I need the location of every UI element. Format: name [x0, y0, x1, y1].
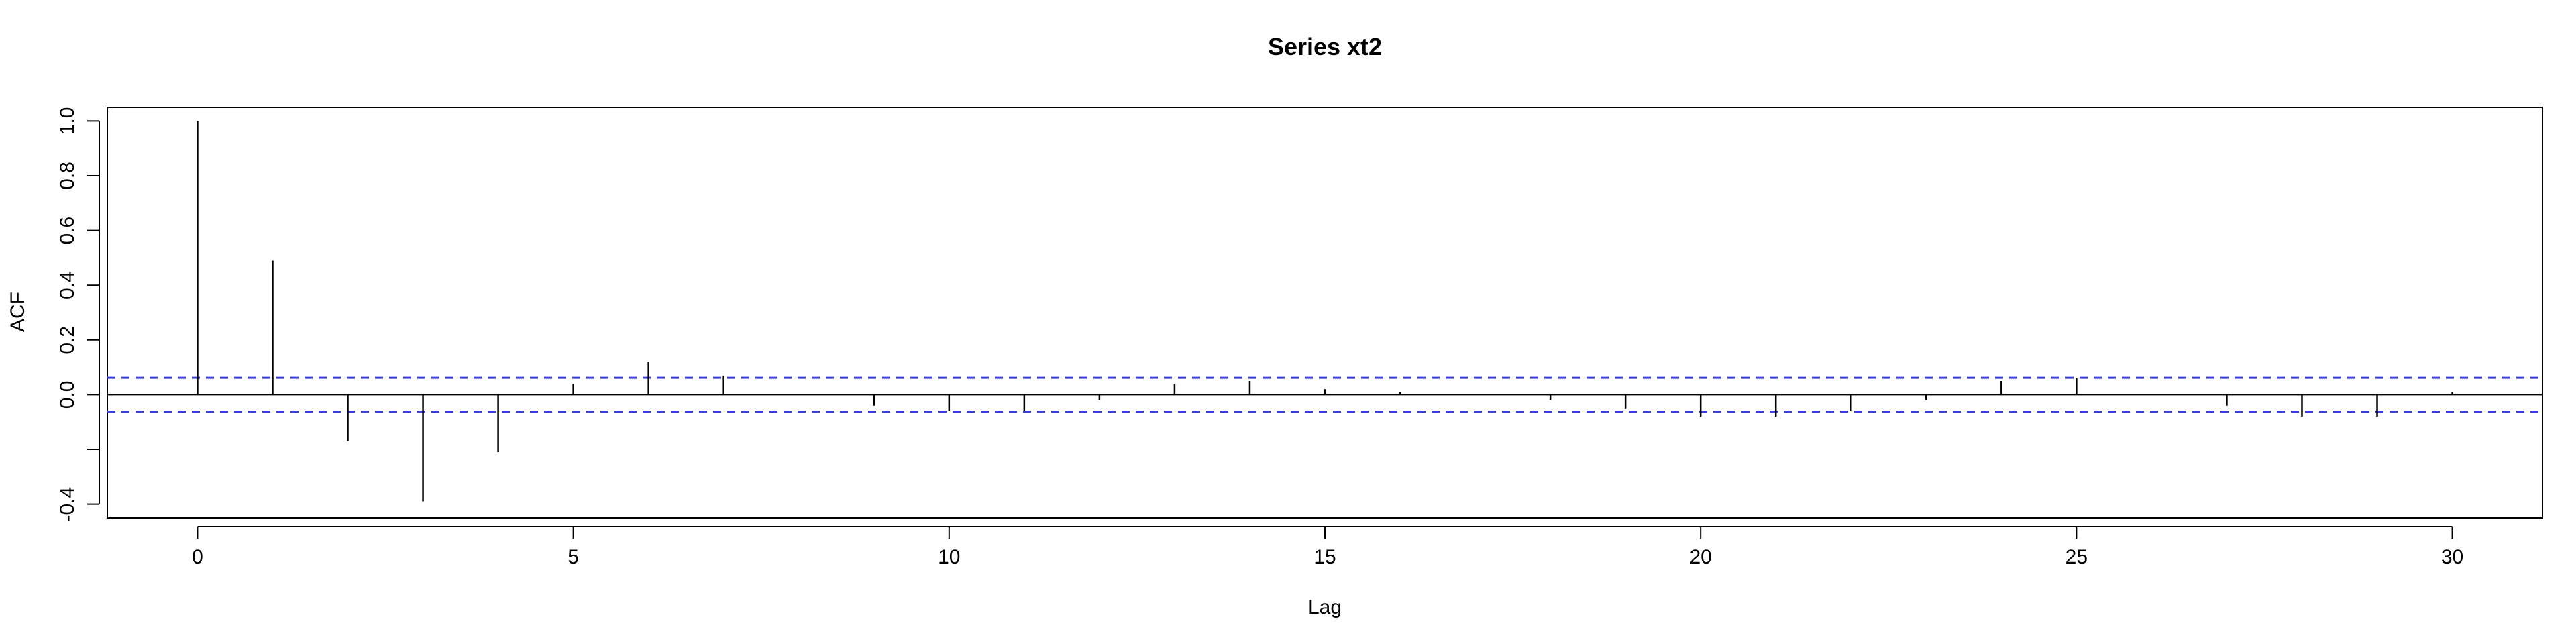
y-tick-label-7: 1.0 [56, 107, 78, 136]
x-tick-label-30: 30 [2441, 546, 2463, 568]
x-tick-label-0: 0 [192, 546, 203, 568]
y-tick-label-0: -0.4 [56, 487, 78, 522]
y-tick-label-2: 0.0 [56, 381, 78, 409]
y-tick-label-4: 0.4 [56, 271, 78, 299]
plot-frame [107, 107, 2543, 519]
x-axis-label: Lag [1308, 596, 1342, 619]
x-tick-label-10: 10 [938, 546, 960, 568]
x-tick-label-5: 5 [568, 546, 579, 568]
y-tick-label-6: 0.8 [56, 162, 78, 190]
x-tick-label-15: 15 [1313, 546, 1336, 568]
y-tick-label-3: 0.2 [56, 326, 78, 354]
chart-marks: 0 5 10 15 20 25 30 -0.4 0.0 0.2 0.4 0.6 0.8 1.0 [56, 107, 2542, 568]
y-axis-label: ACF [7, 292, 29, 332]
chart-title: Series xt2 [1268, 33, 1382, 60]
x-tick-label-20: 20 [1689, 546, 1711, 568]
x-tick-label-25: 25 [2065, 546, 2088, 568]
y-tick-label-5: 0.6 [56, 217, 78, 245]
